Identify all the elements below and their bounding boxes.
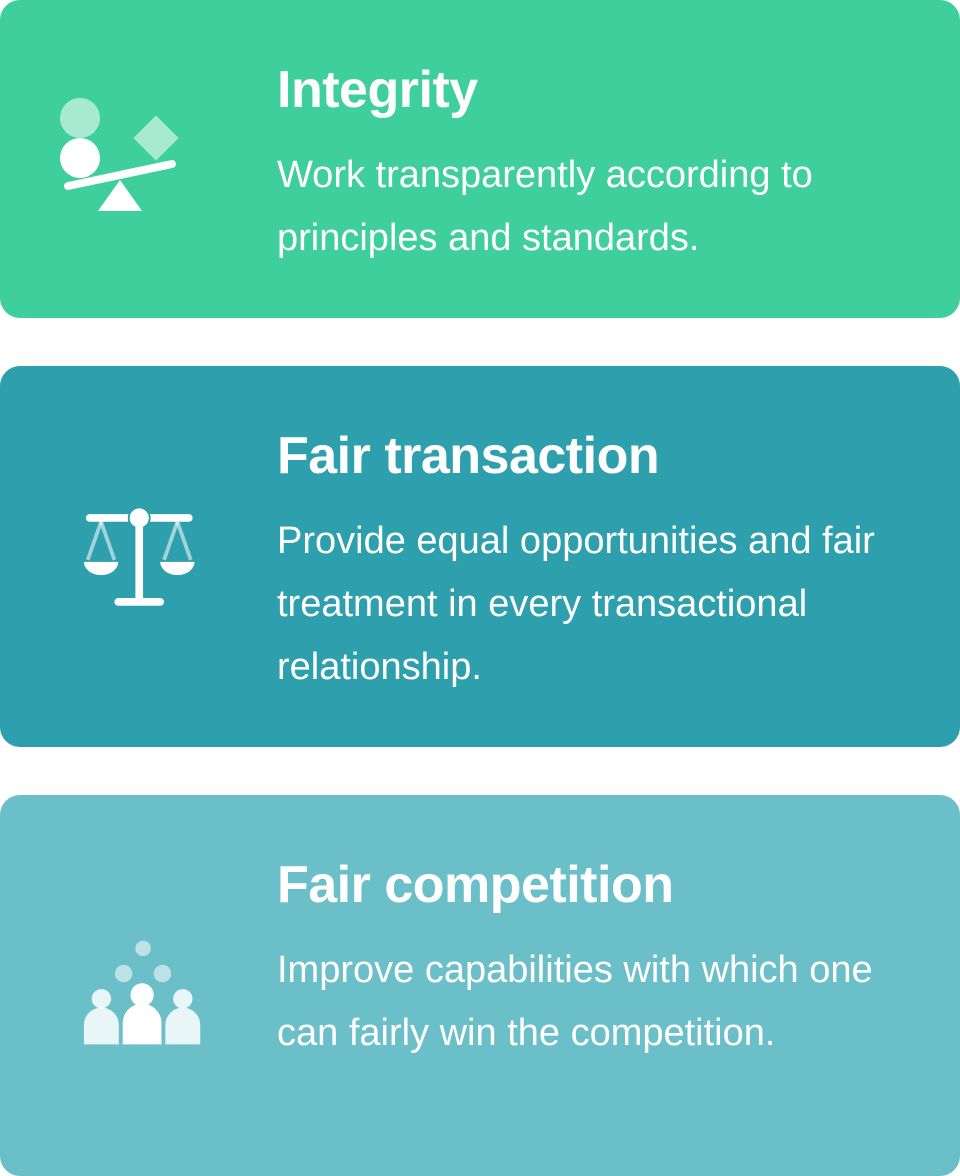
people-group-icon [83, 940, 201, 1045]
value-card-integrity [0, 0, 960, 318]
scales-of-justice-icon [83, 506, 195, 606]
card-title: Fair transaction [277, 427, 660, 485]
card-title: Fair competition [277, 856, 674, 914]
value-card-fair-competition [0, 795, 960, 1176]
card-description: Provide equal opportunities and fair tre… [277, 520, 875, 688]
value-card-fair-transaction [0, 366, 960, 747]
card-description: Work transparently according to principl… [277, 154, 813, 259]
card-description: Improve capabilities with which one can … [277, 949, 873, 1054]
seesaw-balance-icon [60, 98, 179, 211]
card-title: Integrity [277, 61, 478, 119]
